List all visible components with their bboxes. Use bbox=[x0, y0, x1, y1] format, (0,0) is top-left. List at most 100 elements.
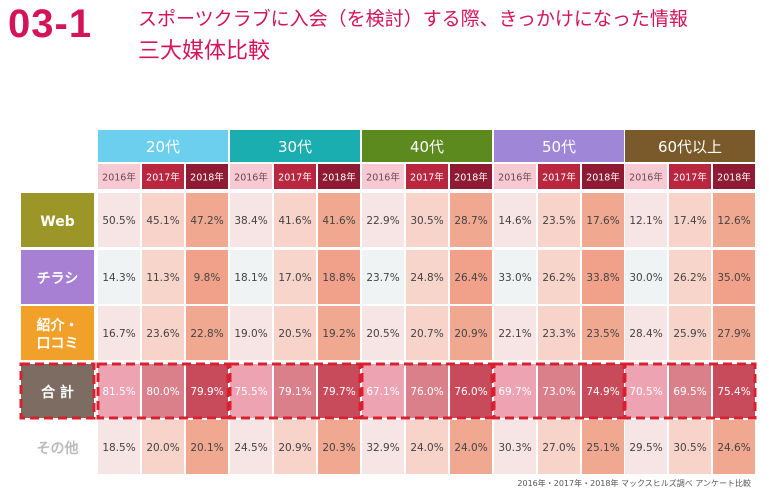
table-cell-value: 45.1% bbox=[146, 215, 179, 227]
table-cell bbox=[406, 420, 448, 474]
year-header-label: 2016年 bbox=[629, 172, 663, 184]
highlight-outline bbox=[96, 362, 230, 420]
table-cell-value: 20.9% bbox=[454, 328, 487, 340]
age-group-label: 30代 bbox=[278, 138, 312, 156]
year-header-cell bbox=[142, 164, 184, 189]
table-cell-value: 33.8% bbox=[586, 272, 619, 284]
table-cell bbox=[230, 193, 272, 247]
table-cell-value: 26.2% bbox=[542, 272, 575, 284]
table-cell bbox=[625, 193, 667, 247]
table-cell-value: 17.0% bbox=[278, 272, 311, 284]
table-cell bbox=[362, 364, 404, 418]
table-cell bbox=[98, 364, 140, 418]
table-cell-value: 28.4% bbox=[629, 328, 662, 340]
table-cell-value: 33.0% bbox=[498, 272, 531, 284]
highlight-outline bbox=[19, 362, 96, 420]
table-cell bbox=[406, 250, 448, 304]
table-cell-value: 23.7% bbox=[366, 272, 399, 284]
table-cell-value: 20.0% bbox=[146, 442, 179, 454]
table-cell bbox=[450, 250, 492, 304]
table-cell-value: 81.5% bbox=[102, 386, 135, 398]
table-cell-value: 20.1% bbox=[190, 442, 223, 454]
table-cell-value: 22.8% bbox=[190, 328, 223, 340]
table-cell bbox=[142, 250, 184, 304]
table-cell bbox=[274, 250, 316, 304]
table-cell bbox=[625, 250, 667, 304]
table-cell bbox=[318, 193, 360, 247]
table-cell-value: 23.6% bbox=[146, 328, 179, 340]
year-header-label: 2018年 bbox=[454, 172, 488, 184]
year-header-cell bbox=[318, 164, 360, 189]
table-cell-value: 23.5% bbox=[542, 215, 575, 227]
table-cell-value: 69.7% bbox=[498, 386, 531, 398]
table-cell-value: 14.6% bbox=[498, 215, 531, 227]
table-cell bbox=[582, 193, 624, 247]
year-header-label: 2018年 bbox=[717, 172, 751, 184]
table-cell bbox=[669, 420, 711, 474]
table-cell bbox=[538, 193, 580, 247]
row-label: チラシ bbox=[37, 271, 79, 287]
row-label: 合 計 bbox=[41, 384, 74, 401]
table-cell-value: 29.5% bbox=[629, 442, 662, 454]
table-cell bbox=[318, 250, 360, 304]
table-cell bbox=[582, 306, 624, 360]
table-cell bbox=[318, 306, 360, 360]
year-header-cell bbox=[98, 164, 140, 189]
table-cell-value: 19.2% bbox=[322, 328, 355, 340]
table-cell bbox=[582, 420, 624, 474]
table-cell-value: 20.7% bbox=[410, 328, 443, 340]
table-cell-value: 74.9% bbox=[586, 386, 619, 398]
section-number: 03-1 bbox=[8, 2, 93, 46]
age-group-label: 50代 bbox=[542, 138, 576, 156]
row-label-box bbox=[21, 193, 94, 247]
table-cell-value: 14.3% bbox=[102, 272, 135, 284]
table-cell bbox=[450, 420, 492, 474]
table-cell bbox=[669, 364, 711, 418]
table-cell-value: 17.6% bbox=[586, 215, 619, 227]
row-label-box bbox=[21, 250, 94, 304]
table-cell-value: 32.9% bbox=[366, 442, 399, 454]
table-cell-value: 41.6% bbox=[278, 215, 311, 227]
year-header-cell bbox=[538, 164, 580, 189]
year-header-label: 2017年 bbox=[410, 172, 444, 184]
table-cell bbox=[362, 193, 404, 247]
row-label: 紹介・ bbox=[37, 317, 79, 334]
table-cell-value: 69.5% bbox=[673, 386, 706, 398]
table-cell bbox=[669, 250, 711, 304]
year-header-label: 2016年 bbox=[366, 172, 400, 184]
year-header-cell bbox=[274, 164, 316, 189]
table-cell bbox=[406, 306, 448, 360]
age-group-header-1 bbox=[98, 130, 228, 162]
year-header-label: 2016年 bbox=[234, 172, 268, 184]
table-cell bbox=[450, 193, 492, 247]
table-cell bbox=[230, 306, 272, 360]
row-label-box bbox=[21, 420, 94, 474]
year-header-cell bbox=[494, 164, 536, 189]
year-header-label: 2016年 bbox=[498, 172, 532, 184]
table-cell-value: 75.5% bbox=[234, 386, 267, 398]
table-cell bbox=[713, 420, 755, 474]
table-cell-value: 27.9% bbox=[717, 328, 750, 340]
table-cell bbox=[625, 364, 667, 418]
table-cell bbox=[713, 306, 755, 360]
table-cell-value: 67.1% bbox=[366, 386, 399, 398]
table-cell-value: 30.3% bbox=[498, 442, 531, 454]
year-header-label: 2017年 bbox=[542, 172, 576, 184]
page-title: スポーツクラブに入会（を検討）する際、きっかけになった情報 bbox=[138, 8, 688, 30]
table-cell-value: 76.0% bbox=[410, 386, 443, 398]
age-group-label: 40代 bbox=[410, 138, 444, 156]
table-cell-value: 26.4% bbox=[454, 272, 487, 284]
table-cell-value: 18.8% bbox=[322, 272, 355, 284]
age-group-label: 60代以上 bbox=[658, 138, 722, 156]
table-cell-value: 20.3% bbox=[322, 442, 355, 454]
table-cell-value: 25.1% bbox=[586, 442, 619, 454]
table-cell-value: 80.0% bbox=[146, 386, 179, 398]
table-cell-value: 30.0% bbox=[629, 272, 662, 284]
table-cell-value: 24.8% bbox=[410, 272, 443, 284]
table-cell bbox=[98, 250, 140, 304]
table-cell bbox=[494, 420, 536, 474]
highlight-outline bbox=[360, 362, 494, 420]
year-header-label: 2017年 bbox=[278, 172, 312, 184]
year-header-cell bbox=[186, 164, 228, 189]
year-header-cell bbox=[582, 164, 624, 189]
